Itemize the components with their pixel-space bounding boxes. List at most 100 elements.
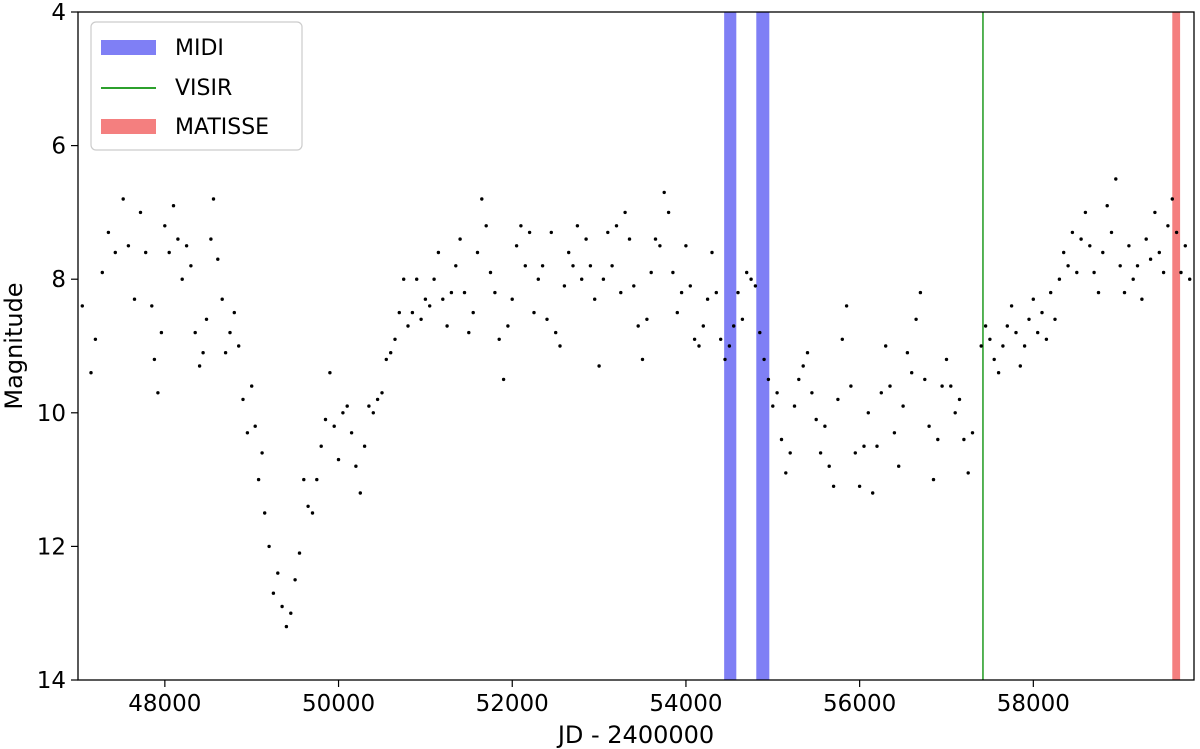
data-point	[527, 230, 532, 235]
data-point	[289, 611, 293, 615]
data-point	[1118, 264, 1122, 268]
data-point	[260, 451, 264, 455]
data-point	[1153, 210, 1157, 215]
data-point	[423, 297, 428, 301]
data-point	[297, 551, 302, 555]
data-point	[100, 270, 105, 275]
data-point	[237, 344, 241, 348]
data-point	[753, 284, 758, 288]
data-point	[319, 444, 323, 448]
data-point	[1157, 250, 1162, 255]
data-point	[814, 417, 818, 422]
data-point	[310, 511, 315, 515]
data-point	[892, 431, 897, 435]
data-point	[156, 391, 160, 395]
data-point	[1022, 344, 1027, 348]
data-point	[341, 411, 345, 415]
data-point	[588, 264, 593, 268]
data-point	[532, 310, 536, 315]
data-point	[962, 437, 966, 442]
data-point	[253, 424, 257, 428]
data-point	[949, 384, 953, 388]
data-point	[1083, 210, 1088, 215]
data-point	[771, 404, 775, 408]
data-point	[640, 357, 645, 362]
data-point	[745, 270, 749, 275]
data-point	[1040, 310, 1044, 315]
data-point	[197, 364, 202, 368]
data-point	[132, 297, 137, 301]
data-point	[606, 230, 610, 235]
data-point	[1105, 204, 1109, 208]
data-point	[871, 491, 875, 495]
data-point	[220, 297, 224, 301]
data-point	[1127, 244, 1131, 248]
data-point	[697, 344, 701, 348]
data-point	[875, 444, 879, 448]
data-point	[1135, 264, 1140, 268]
data-point	[1088, 244, 1092, 248]
data-point	[150, 304, 154, 308]
data-point	[645, 317, 649, 321]
data-point	[610, 264, 614, 268]
data-point	[740, 317, 745, 321]
data-point	[1148, 257, 1153, 261]
data-point	[171, 204, 176, 208]
data-point	[732, 324, 736, 328]
y-tick-label: 14	[37, 668, 66, 694]
y-tick-label: 10	[37, 401, 66, 427]
x-tick-label: 54000	[649, 691, 722, 717]
data-point	[1066, 264, 1070, 268]
data-point	[267, 544, 271, 549]
data-point	[1075, 270, 1079, 275]
data-point	[823, 424, 827, 428]
y-tick-label: 4	[51, 0, 66, 26]
data-point	[801, 364, 805, 368]
data-point	[389, 351, 393, 355]
data-point	[1001, 344, 1005, 348]
legend-swatch-midi	[101, 40, 156, 55]
data-point	[1114, 177, 1118, 181]
data-point	[315, 477, 319, 482]
plot-frame	[77, 11, 1195, 681]
data-point	[944, 357, 949, 362]
legend-label-visir: VISIR	[175, 76, 232, 101]
data-point	[766, 377, 771, 382]
data-point	[419, 317, 423, 321]
data-point	[362, 444, 367, 448]
data-point	[284, 624, 289, 629]
data-point	[1057, 277, 1062, 281]
data-point	[415, 277, 419, 281]
data-point	[93, 337, 98, 341]
data-point	[649, 270, 653, 275]
data-point	[705, 297, 710, 301]
data-point	[510, 297, 514, 301]
data-point	[679, 290, 684, 295]
data-point	[1092, 270, 1096, 275]
data-point	[1009, 304, 1014, 308]
data-point	[797, 377, 801, 382]
data-point	[113, 250, 118, 255]
data-point	[1131, 277, 1135, 281]
data-point	[488, 270, 493, 275]
x-tick-label: 50000	[302, 691, 375, 717]
data-point	[636, 324, 640, 328]
data-point	[349, 431, 354, 435]
data-point	[966, 471, 970, 475]
data-point	[467, 330, 471, 335]
data-point	[658, 244, 662, 248]
data-point	[940, 384, 944, 388]
data-point	[970, 431, 975, 435]
data-point	[575, 224, 580, 228]
matisse-band-1	[1172, 12, 1181, 680]
data-point	[180, 277, 184, 281]
x-axis: 48000 50000 52000 54000 56000 58000	[128, 680, 1070, 717]
data-point	[927, 424, 931, 428]
data-point	[449, 290, 454, 295]
data-point	[462, 290, 467, 295]
data-point	[549, 230, 553, 235]
data-point	[897, 464, 901, 468]
data-point	[345, 404, 349, 408]
data-point	[758, 330, 762, 335]
data-point	[1053, 317, 1057, 321]
